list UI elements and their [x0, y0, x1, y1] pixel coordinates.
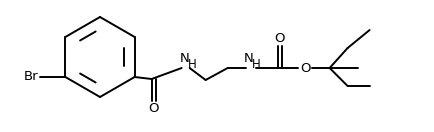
Text: O: O	[300, 62, 311, 74]
Text: H: H	[188, 58, 197, 72]
Text: H: H	[252, 58, 261, 72]
Text: Br: Br	[24, 70, 38, 84]
Text: O: O	[148, 103, 159, 116]
Text: N: N	[244, 51, 253, 65]
Text: N: N	[180, 51, 190, 65]
Text: O: O	[274, 32, 285, 44]
